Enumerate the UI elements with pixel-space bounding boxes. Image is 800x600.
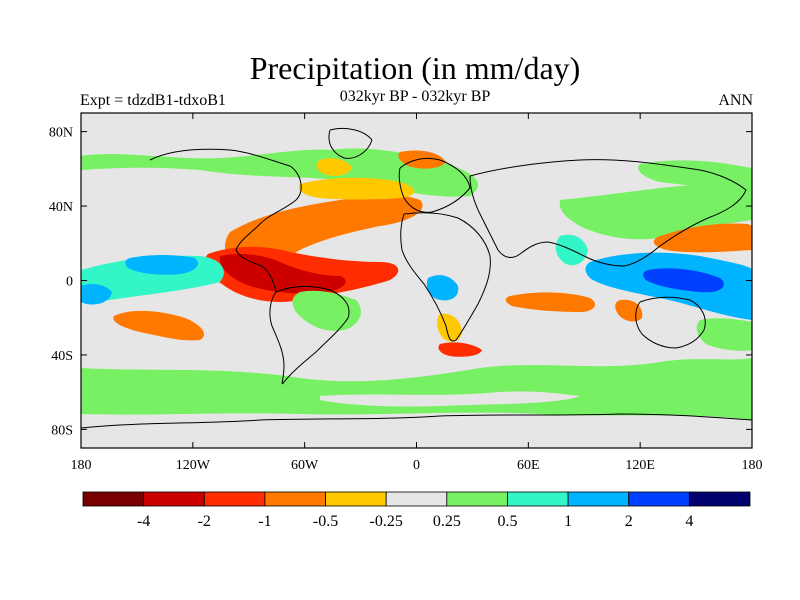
africa-blue [426,275,459,301]
maritime-deepblue [643,268,724,293]
indian-ocean-orange [505,292,595,312]
x-tick-label: 0 [413,458,420,473]
northwest-pacific-green [559,176,752,240]
southwest-pacific-green [696,318,752,351]
colorbar-label: -0.25 [370,513,403,530]
colorbar-swatch [143,491,205,507]
equatorial-pacific-blue-west [81,284,112,305]
colorbar-swatch [628,491,690,507]
north-america-coast [149,148,302,293]
y-tick-label: 40S [51,349,73,364]
southern-ocean-inner [320,391,580,407]
x-tick-label: 120W [176,458,211,473]
experiment-label: Expt = tdzdB1-tdxoB1 [80,92,226,109]
x-tick-label: 60E [517,458,540,473]
colorbar-swatch [264,491,326,507]
coastlines [81,127,752,429]
antarctica-coast [81,413,752,429]
south-pacific-orange [113,310,205,341]
figure-title: Precipitation (in mm/day) [249,50,581,86]
colorbar-label: -4 [137,513,150,530]
colorbar-swatch [688,491,751,507]
amazon-green [292,290,361,331]
y-axis-ticks: 80N 40N 0 40S 80S [49,126,752,438]
south-africa-orange [437,313,462,342]
colorbar-swatch [446,491,508,507]
colorbar-swatch [203,491,266,507]
east-pacific-deepblue [125,255,198,275]
x-tick-label: 120E [625,458,655,473]
colorbar-label: -0.5 [313,513,338,530]
europe-orange [398,150,446,169]
africa-coast [400,212,491,342]
colorbar-label: -1 [258,513,271,530]
x-axis-ticks: 180 120W 60W 0 60E 120E 180 [71,113,763,473]
south-america-coast [269,285,350,385]
greenland-coast [328,127,373,159]
colorbar-swatch [567,491,630,507]
australia-coast [635,296,706,349]
colorbar-swatch [82,491,145,507]
figure-subtitle: 032kyr BP - 032kyr BP [339,88,491,105]
colorbar-label: 0.5 [497,513,517,530]
caribbean-darkred-core [219,254,346,294]
colorbar-label: 1 [564,513,572,530]
colorbar-swatch [385,491,448,507]
colorbar-swatch [507,491,569,507]
y-tick-label: 80S [51,423,73,438]
arctic-green [638,160,752,190]
colorbar [82,491,751,507]
colorbar-label: 4 [685,513,693,530]
x-tick-label: 180 [71,458,92,473]
asia-coast [469,159,747,267]
y-tick-label: 40N [49,200,73,215]
y-tick-label: 0 [66,275,73,290]
southern-ocean-band [81,358,752,420]
y-tick-label: 80N [49,126,73,141]
colorbar-labels: -4 -2 -1 -0.5 -0.25 0.25 0.5 1 2 4 [137,513,693,530]
colorbar-label: -2 [198,513,211,530]
colorbar-label: 2 [625,513,633,530]
colorbar-label: 0.25 [433,513,461,530]
north-pacific-yellow [316,158,352,176]
south-atlantic-red [438,342,482,357]
atlantic-yellow-band [298,177,415,200]
x-tick-label: 180 [742,458,763,473]
colorbar-swatch [325,491,387,507]
x-tick-label: 60W [291,458,319,473]
europe-coast [398,157,471,213]
precip-field [81,148,752,420]
season-label: ANN [718,92,753,109]
west-pacific-orange [653,223,752,253]
